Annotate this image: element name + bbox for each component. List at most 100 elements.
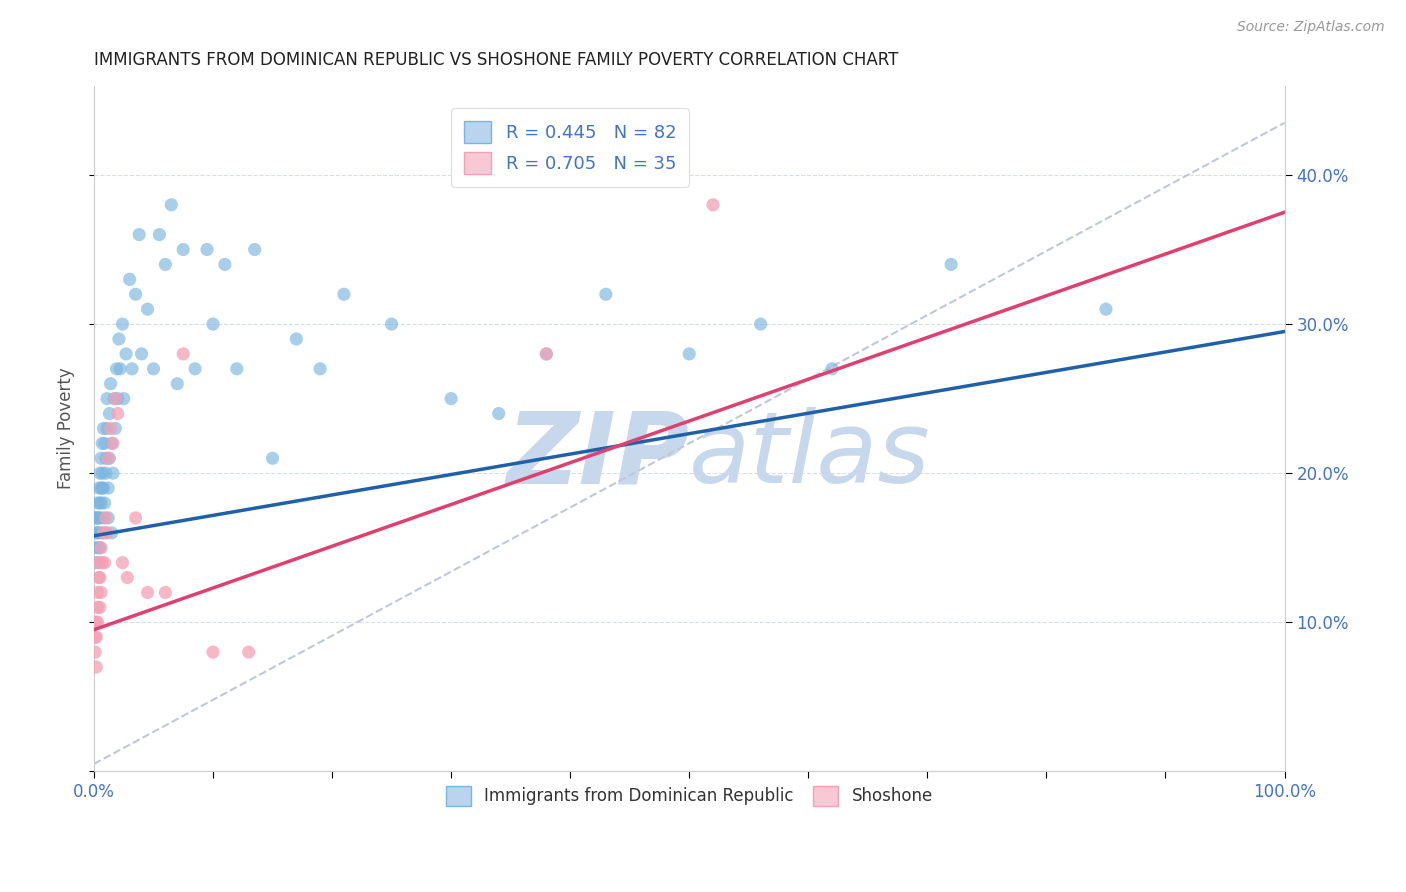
Point <box>107 407 129 421</box>
Point <box>93 496 115 510</box>
Point <box>90 451 112 466</box>
Point <box>84 541 107 555</box>
Point <box>86 525 108 540</box>
Point <box>155 585 177 599</box>
Point <box>89 466 111 480</box>
Point <box>101 525 124 540</box>
Point <box>86 615 108 630</box>
Point <box>86 556 108 570</box>
Text: atlas: atlas <box>689 408 931 504</box>
Point <box>111 317 134 331</box>
Point <box>148 227 170 242</box>
Point <box>184 361 207 376</box>
Point <box>201 317 224 331</box>
Point <box>111 556 134 570</box>
Point <box>84 630 107 644</box>
Point <box>702 198 724 212</box>
Point <box>104 421 127 435</box>
Point <box>94 451 117 466</box>
Y-axis label: Family Poverty: Family Poverty <box>58 368 75 490</box>
Point <box>86 630 108 644</box>
Point <box>96 392 118 406</box>
Point <box>86 585 108 599</box>
Point <box>93 525 115 540</box>
Point <box>90 541 112 555</box>
Point <box>86 511 108 525</box>
Point <box>87 525 110 540</box>
Point <box>86 615 108 630</box>
Point <box>749 317 772 331</box>
Point <box>128 227 150 242</box>
Point <box>86 511 108 525</box>
Point <box>440 392 463 406</box>
Point <box>94 466 117 480</box>
Point <box>91 481 114 495</box>
Point <box>112 392 135 406</box>
Point <box>243 243 266 257</box>
Point <box>536 347 558 361</box>
Point <box>155 257 177 271</box>
Point <box>91 466 114 480</box>
Point <box>87 556 110 570</box>
Point <box>97 451 120 466</box>
Point <box>108 361 131 376</box>
Point <box>118 272 141 286</box>
Point <box>96 421 118 435</box>
Point <box>172 243 194 257</box>
Point <box>821 361 844 376</box>
Point <box>86 525 108 540</box>
Point <box>939 257 962 271</box>
Point <box>195 243 218 257</box>
Point <box>488 407 510 421</box>
Point <box>285 332 308 346</box>
Point <box>131 347 153 361</box>
Point <box>97 511 120 525</box>
Point <box>381 317 404 331</box>
Point <box>121 361 143 376</box>
Point <box>101 466 124 480</box>
Text: IMMIGRANTS FROM DOMINICAN REPUBLIC VS SHOSHONE FAMILY POVERTY CORRELATION CHART: IMMIGRANTS FROM DOMINICAN REPUBLIC VS SH… <box>94 51 898 69</box>
Point <box>1095 302 1118 317</box>
Point <box>100 421 122 435</box>
Text: ZIP: ZIP <box>506 408 689 504</box>
Point <box>262 451 284 466</box>
Point <box>84 615 107 630</box>
Point <box>87 481 110 495</box>
Point <box>93 556 115 570</box>
Point <box>136 302 159 317</box>
Point <box>166 376 188 391</box>
Point <box>201 645 224 659</box>
Point <box>100 376 122 391</box>
Point <box>90 585 112 599</box>
Point <box>98 407 121 421</box>
Point <box>309 361 332 376</box>
Text: Source: ZipAtlas.com: Source: ZipAtlas.com <box>1237 20 1385 34</box>
Point <box>108 332 131 346</box>
Point <box>87 541 110 555</box>
Point <box>87 511 110 525</box>
Point <box>86 496 108 510</box>
Point <box>89 496 111 510</box>
Point <box>89 600 111 615</box>
Point <box>93 481 115 495</box>
Point <box>86 600 108 615</box>
Point <box>536 347 558 361</box>
Point <box>333 287 356 301</box>
Point <box>93 421 115 435</box>
Point <box>96 525 118 540</box>
Point <box>214 257 236 271</box>
Point <box>86 660 108 674</box>
Point <box>94 511 117 525</box>
Point <box>93 511 115 525</box>
Point <box>84 511 107 525</box>
Point <box>160 198 183 212</box>
Point <box>124 511 146 525</box>
Point <box>101 436 124 450</box>
Point <box>172 347 194 361</box>
Point <box>89 511 111 525</box>
Point <box>91 556 114 570</box>
Point <box>90 496 112 510</box>
Point <box>90 481 112 495</box>
Point <box>98 451 121 466</box>
Point <box>595 287 617 301</box>
